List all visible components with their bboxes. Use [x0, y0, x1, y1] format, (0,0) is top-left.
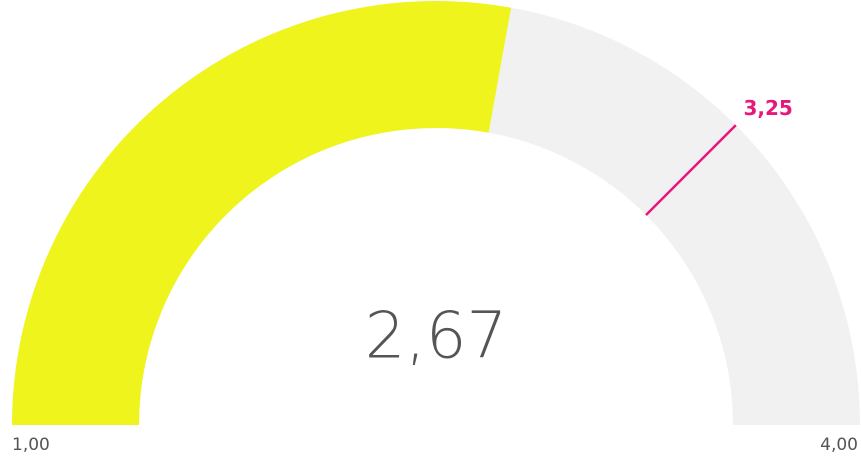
target-label: 3,25: [743, 96, 792, 120]
max-label: 4,00: [820, 435, 858, 455]
value-label: 2,67: [365, 300, 508, 374]
target-line: [645, 124, 737, 216]
min-label: 1,00: [12, 435, 50, 455]
gauge-value: [12, 1, 512, 426]
